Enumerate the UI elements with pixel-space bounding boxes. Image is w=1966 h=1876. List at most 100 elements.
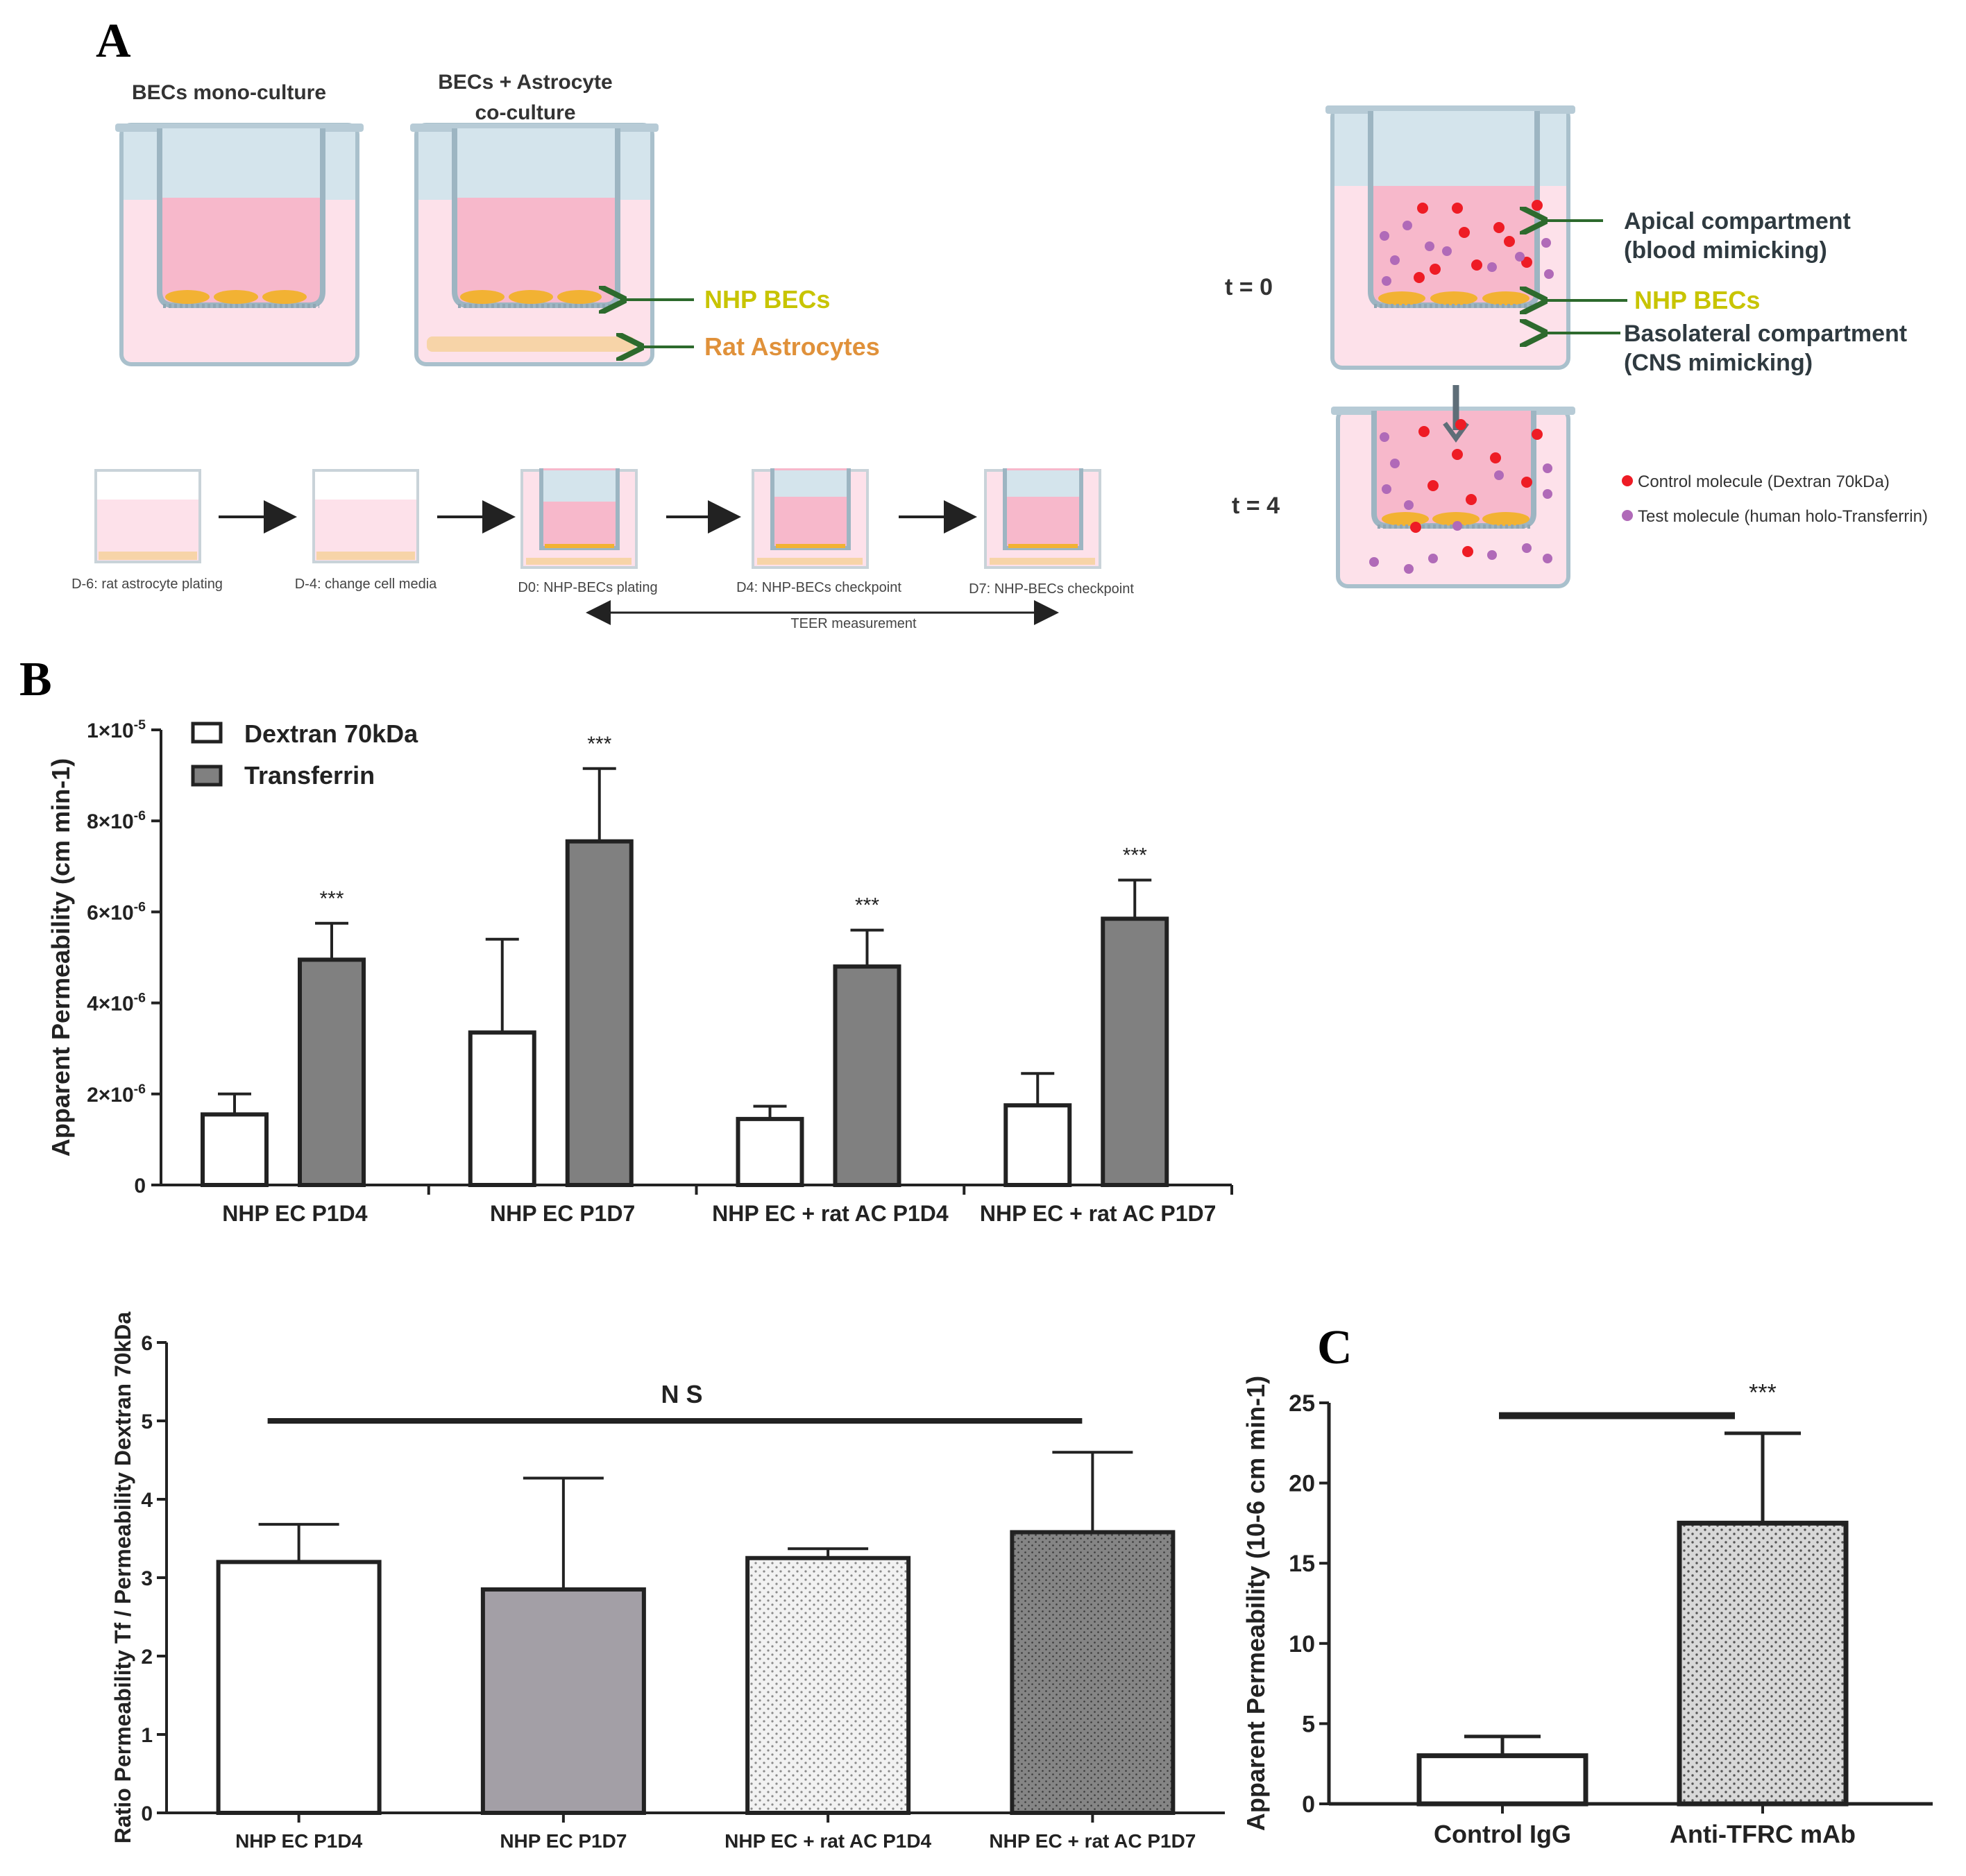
control-molecule [1459, 227, 1470, 238]
timeline-label-d-4: D-4: change cell media [295, 577, 437, 592]
bar-dextran [201, 1112, 269, 1187]
basolateral-line1: Basolateral compartment [1624, 321, 1907, 347]
control-molecule [1532, 429, 1543, 440]
y-tick-label: 3 [141, 1567, 153, 1590]
significance-label: *** [1123, 844, 1147, 867]
nhp-becs-label: NHP BECs [704, 285, 830, 314]
bar-dextran [736, 1116, 804, 1188]
ratio-bar [480, 1587, 646, 1815]
y-tick-label: 0 [1302, 1791, 1315, 1818]
test-molecule [1442, 246, 1452, 256]
legend-test-dot [1622, 510, 1633, 521]
test-molecule [1543, 554, 1552, 563]
significance-label: *** [319, 887, 344, 910]
control-molecule [1410, 522, 1421, 533]
control-molecule [1430, 264, 1441, 275]
bar-dextran [1003, 1103, 1072, 1187]
apical-line2: (blood mimicking) [1624, 237, 1827, 264]
chart1-x-tick-label: NHP EC P1D4 [222, 1201, 367, 1226]
legend-control-dot [1622, 475, 1633, 486]
chart1-x-tick-label: NHP EC + rat AC P1D7 [980, 1201, 1217, 1226]
test-molecule [1425, 241, 1434, 251]
mono-title: BECs mono-culture [132, 81, 326, 104]
chart2-x-tick-label: NHP EC P1D7 [500, 1830, 627, 1852]
nhp-becs-label-t0: NHP BECs [1634, 286, 1760, 314]
test-molecule [1428, 554, 1438, 563]
rat-astrocytes-label: Rat Astrocytes [704, 332, 880, 361]
test-molecule [1382, 484, 1391, 494]
chart2-x-tick-label: NHP EC + rat AC P1D4 [724, 1830, 931, 1852]
y-tick-label: 25 [1289, 1390, 1315, 1417]
y-tick-label: 0 [141, 1802, 153, 1825]
control-molecule [1452, 203, 1463, 214]
control-molecule [1414, 272, 1425, 283]
control-molecule [1417, 203, 1428, 214]
chart2-significance-label: N S [661, 1380, 702, 1408]
ratio-bar [216, 1560, 382, 1815]
y-tick-label: 6×10-6 [87, 899, 146, 924]
chart1-x-tick-label: NHP EC P1D7 [490, 1201, 635, 1226]
y-tick-label: 10 [1289, 1631, 1315, 1657]
control-molecule [1455, 419, 1466, 430]
chart3-significance-label: *** [1749, 1379, 1777, 1406]
t0-label: t = 0 [1225, 274, 1273, 300]
significance-label: *** [855, 894, 879, 917]
bar-transferrin [833, 964, 901, 1187]
y-tick-label: 1 [141, 1724, 153, 1747]
test-molecule [1487, 262, 1497, 272]
test-molecule [1494, 470, 1504, 480]
control-molecule [1532, 200, 1543, 211]
test-molecule [1404, 500, 1414, 510]
bar-transferrin [1101, 916, 1169, 1187]
chart2-y-axis-label: Ratio Permeability Tf / Permeability Dex… [110, 1312, 135, 1844]
test-molecule [1390, 255, 1400, 265]
chart2-x-tick-label: NHP EC P1D4 [235, 1830, 363, 1852]
y-tick-label: 4×10-6 [87, 991, 146, 1016]
chart2-x-tick-label: NHP EC + rat AC P1D7 [989, 1830, 1196, 1852]
chart1-x-tick-label: NHP EC + rat AC P1D4 [712, 1201, 949, 1226]
ratio-bar [1010, 1530, 1176, 1815]
significance-label: *** [587, 733, 611, 756]
t4-label: t = 4 [1232, 493, 1280, 519]
y-tick-label: 5 [1302, 1711, 1315, 1737]
control-molecule [1427, 480, 1439, 491]
test-molecule [1369, 557, 1379, 567]
control-molecule [1521, 257, 1532, 268]
timeline-label-d-6: D-6: rat astrocyte plating [71, 577, 223, 592]
control-molecule [1521, 477, 1532, 488]
chart1-y-axis-label: Apparent Permeability (cm min-1) [46, 758, 75, 1157]
chart3-x-tick-label: Anti-TFRC mAb [1670, 1820, 1856, 1848]
y-tick-label: 2 [141, 1646, 153, 1669]
control-molecule [1452, 449, 1463, 460]
co-title-line1: BECs + Astrocyte [438, 71, 612, 94]
control-molecule [1418, 426, 1430, 437]
bar-transferrin [565, 839, 634, 1187]
test-molecule [1544, 269, 1554, 279]
control-molecule [1462, 546, 1473, 557]
molecules [1369, 200, 1554, 574]
apical-line1: Apical compartment [1624, 208, 1851, 235]
y-tick-label: 8×10-6 [87, 808, 146, 833]
y-tick-label: 1×10-5 [87, 717, 146, 742]
legend-test-label: Test molecule (human holo-Transferrin) [1638, 507, 1928, 526]
anti-tfrc-chart: 0 5 10 15 20 25 [1289, 1390, 1933, 1818]
test-molecule [1382, 276, 1391, 286]
ratio-chart: 0 1 2 3 4 5 6 [141, 1332, 1225, 1825]
panel-letter-b: B [19, 653, 52, 706]
test-molecule [1541, 238, 1551, 248]
panel-letter-c: C [1317, 1321, 1353, 1374]
test-molecule [1543, 463, 1552, 473]
legend-swatch-transferrin [191, 765, 223, 787]
co-title-line2: co-culture [475, 101, 575, 124]
co-culture-well [410, 123, 659, 366]
y-tick-label: 15 [1289, 1551, 1315, 1577]
legend-label-transferrin: Transferrin [244, 761, 375, 790]
test-molecule [1452, 521, 1462, 531]
y-tick-label: 5 [141, 1410, 153, 1433]
timeline-label-d4: D4: NHP-BECs checkpoint [736, 580, 901, 595]
control-molecule [1466, 494, 1477, 505]
y-tick-label: 6 [141, 1332, 153, 1355]
chart3-y-axis-label: Apparent Permeability (10-6 cm min-1) [1242, 1376, 1270, 1831]
legend-label-dextran: Dextran 70kDa [244, 719, 418, 748]
